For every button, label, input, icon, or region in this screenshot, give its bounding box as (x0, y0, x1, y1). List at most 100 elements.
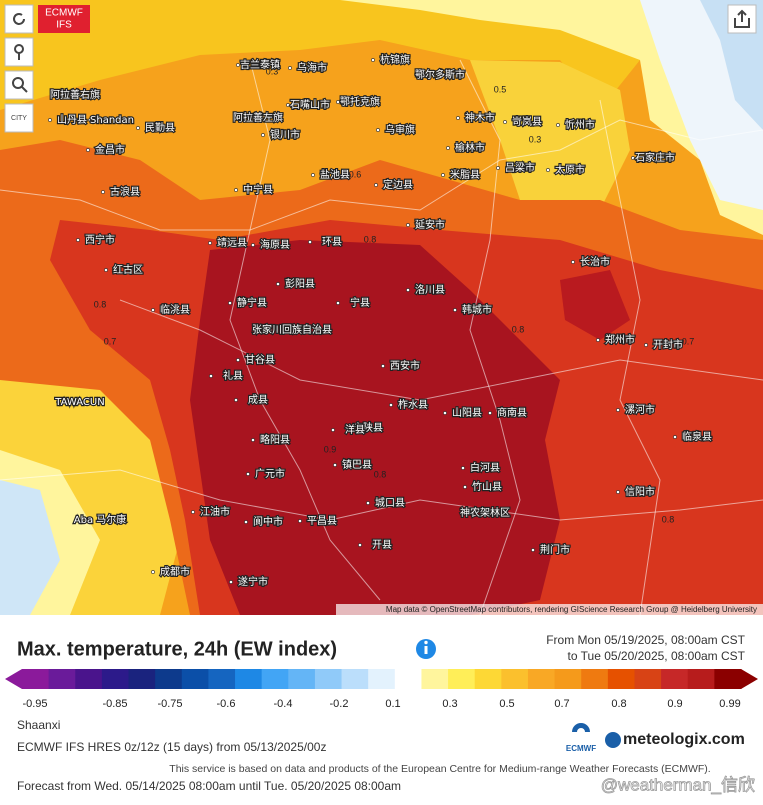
legend-arrow (741, 669, 758, 689)
place-dot (151, 308, 155, 312)
legend-swatch (288, 669, 316, 689)
place-label: 荆门市 (540, 543, 570, 556)
place-dot (596, 338, 600, 342)
place-dot (406, 288, 410, 292)
place-label: 榆林市 (455, 141, 485, 154)
place-label: 白河县 (470, 461, 500, 474)
place-label: 环县 (322, 236, 342, 248)
place-label: 郑州市 (605, 333, 635, 346)
period-from: From Mon 05/19/2025, 08:00am CST (546, 633, 745, 647)
place-dot (456, 116, 460, 120)
legend-swatch (714, 669, 742, 689)
place-label: 岢岚县 (512, 116, 542, 128)
place-dot (556, 123, 560, 127)
contour-label: 0.9 (324, 444, 337, 454)
model-badge[interactable] (38, 5, 90, 33)
field-dark-red (190, 240, 560, 615)
contour-label: 0.8 (374, 469, 387, 479)
toolbar[interactable]: CITY ECMWF IFS (4, 4, 757, 133)
place-dot (616, 408, 620, 412)
place-label: TAWACUN (54, 397, 104, 408)
field-dark-red (560, 270, 630, 340)
forecast-range: Forecast from Wed. 05/14/2025 08:00am un… (17, 779, 401, 793)
reload-button[interactable] (4, 4, 34, 34)
place-dot (461, 511, 465, 515)
legend-swatch (607, 669, 635, 689)
period-to: to Tue 05/20/2025, 08:00am CST (568, 649, 746, 663)
place-label: 吕梁市 (505, 161, 535, 174)
map (0, 0, 763, 616)
place-label: 太原市 (555, 163, 585, 176)
place-dot (443, 411, 447, 415)
legend-tick-label: 0.8 (611, 698, 626, 710)
place-dot (376, 128, 380, 132)
place-label: 古浪县 (110, 185, 140, 198)
legend-swatch (155, 669, 183, 689)
watermark: @weatherman_信欣 (601, 775, 755, 794)
place-label: 遂宁市 (238, 575, 268, 588)
place-dot (631, 156, 635, 160)
contour-label: 0.3 (266, 66, 279, 76)
place-dot (374, 183, 378, 187)
place-dot (298, 519, 302, 523)
legend-swatch (634, 669, 662, 689)
legend-swatch (421, 669, 449, 689)
place-label: 略阳县 (260, 433, 290, 446)
place-dot (381, 364, 385, 368)
place-dot (406, 223, 410, 227)
place-label: 信阳市 (625, 485, 655, 498)
place-dot (463, 485, 467, 489)
legend-arrow (5, 669, 22, 689)
place-dot (441, 173, 445, 177)
place-label: 阿拉善左旗 (233, 111, 283, 124)
place-label: 山阳县 (452, 407, 482, 419)
place-dot (56, 400, 60, 404)
borders (0, 59, 763, 616)
zoom-button[interactable] (4, 70, 34, 100)
field-blue (0, 480, 60, 615)
place-dot (344, 426, 348, 430)
legend-swatch (501, 669, 529, 689)
place-dot (496, 166, 500, 170)
place-label: 宁陕县 (353, 421, 383, 434)
notice: This service is based on data and produc… (169, 763, 710, 775)
legend-tick-label: 0.7 (554, 698, 569, 710)
place-dot (358, 543, 362, 547)
place-label: 成都市 (160, 565, 190, 578)
place-label: 张家川回族自治县 (252, 323, 332, 336)
place-dot (101, 190, 105, 194)
place-label: 竹山县 (472, 480, 502, 493)
place-dot (488, 411, 492, 415)
place-dot (88, 118, 92, 122)
place-dot (136, 126, 140, 130)
place-label: 忻州市 (565, 118, 595, 131)
legend-swatch (22, 669, 50, 689)
legend-swatch (581, 669, 609, 689)
place-dot (371, 58, 375, 62)
place-label: 石嘴山市 (290, 98, 330, 111)
contour-label: 0.6 (349, 169, 362, 179)
place-dot (236, 63, 240, 67)
place-dot (246, 472, 250, 476)
legend-tick-label: -0.4 (274, 698, 293, 710)
place-dot (268, 328, 272, 332)
legend-swatch (75, 669, 103, 689)
legend-swatch (527, 669, 556, 689)
place-dot (151, 570, 155, 574)
place-dot (86, 148, 90, 152)
badge-line: ECMWF (45, 8, 83, 19)
legend-swatch (208, 669, 236, 689)
place-label: 柞水县 (398, 398, 428, 411)
place-dot (336, 100, 340, 104)
legend-tick-label: 0.3 (442, 698, 457, 710)
panel (0, 615, 763, 800)
city-button[interactable] (4, 103, 34, 133)
place-dot (336, 301, 340, 305)
contour-label: 0.3 (529, 134, 542, 144)
legend-swatch (341, 669, 369, 689)
place-dot (234, 188, 238, 192)
place-label: 韩城市 (462, 303, 492, 316)
place-label: Aba 马尔康 (74, 513, 127, 526)
place-dot (229, 580, 233, 584)
